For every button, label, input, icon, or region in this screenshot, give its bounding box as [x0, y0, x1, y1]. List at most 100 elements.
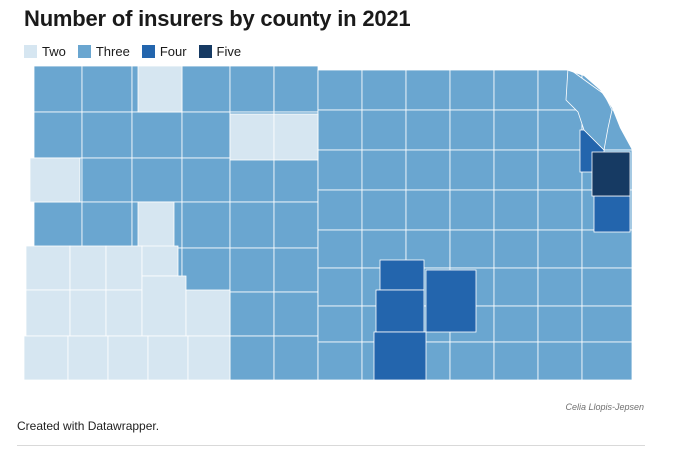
county-two-100	[229, 113, 275, 161]
map-edge-mask	[566, 60, 676, 150]
county-three-45	[317, 149, 363, 191]
legend-label-five: Five	[216, 44, 242, 59]
county-three-70	[449, 189, 495, 231]
county-three-98	[581, 341, 633, 381]
county-three-24	[181, 157, 231, 203]
legend-item-three: Three	[77, 44, 130, 59]
county-three-85	[537, 149, 583, 191]
county-three-86	[537, 189, 583, 231]
county-three-35	[229, 335, 275, 381]
county-three-47	[317, 229, 363, 269]
county-two-103	[137, 201, 175, 249]
legend-item-five: Five	[198, 44, 242, 59]
county-three-23	[181, 111, 231, 159]
legend-label-three: Three	[95, 44, 130, 59]
county-three-39	[273, 201, 319, 249]
county-three-11	[81, 201, 133, 249]
county-three-74	[449, 341, 495, 381]
county-three-52	[361, 109, 407, 151]
county-three-84	[537, 109, 583, 151]
county-three-50	[317, 341, 363, 381]
county-two-101	[273, 113, 319, 161]
county-three-33	[229, 247, 275, 293]
county-three-43	[317, 69, 363, 111]
county-three-62	[405, 189, 451, 231]
county-two-107	[141, 245, 179, 277]
county-two-102	[29, 157, 81, 203]
county-five-124	[591, 151, 631, 197]
legend-swatch-four	[141, 45, 155, 58]
county-three-95	[581, 229, 633, 269]
county-three-29	[229, 65, 275, 113]
county-three-9	[81, 111, 133, 159]
county-three-67	[449, 69, 495, 111]
county-two-113	[23, 335, 69, 381]
county-three-54	[361, 189, 407, 231]
county-three-10	[81, 157, 133, 203]
county-four-122	[425, 269, 477, 333]
county-two-115	[107, 335, 149, 381]
county-three-26	[181, 247, 231, 293]
county-three-49	[317, 305, 363, 343]
county-three-82	[493, 341, 539, 381]
map-credit: Celia Llopis-Jepsen	[565, 402, 644, 412]
legend-item-four: Four	[141, 44, 187, 59]
county-three-77	[493, 149, 539, 191]
county-three-38	[273, 157, 319, 203]
datawrapper-footer: Created with Datawrapper.	[17, 419, 160, 433]
county-three-25	[181, 201, 231, 249]
county-three-97	[581, 305, 633, 343]
county-two-117	[187, 335, 231, 381]
county-three-41	[273, 291, 319, 337]
kansas-county-map	[23, 60, 676, 381]
county-three-68	[449, 109, 495, 151]
county-three-8	[81, 65, 133, 113]
county-three-80	[493, 267, 539, 307]
county-three-71	[449, 229, 495, 269]
county-three-32	[229, 201, 275, 249]
county-three-17	[131, 157, 183, 203]
county-three-69	[449, 149, 495, 191]
county-four-120	[379, 259, 425, 291]
county-two-106	[105, 245, 143, 291]
county-three-76	[493, 109, 539, 151]
chart-title: Number of insurers by county in 2021	[24, 6, 411, 31]
county-two-104	[25, 245, 71, 291]
county-three-61	[405, 149, 451, 191]
legend-swatch-three	[77, 45, 91, 58]
county-four-119	[593, 195, 631, 233]
county-three-89	[537, 305, 583, 343]
county-two-105	[69, 245, 107, 291]
county-three-31	[229, 157, 275, 203]
county-three-88	[537, 267, 583, 307]
county-three-1	[33, 65, 83, 113]
county-three-42	[273, 335, 319, 381]
footer-divider	[17, 445, 645, 446]
legend-item-two: Two	[24, 44, 66, 59]
county-four-123	[373, 331, 427, 381]
county-three-36	[273, 65, 319, 113]
county-three-46	[317, 189, 363, 231]
county-three-48	[317, 267, 363, 307]
legend-label-four: Four	[159, 44, 187, 59]
county-two-108	[25, 289, 71, 337]
county-two-111	[141, 275, 187, 337]
county-three-90	[537, 341, 583, 381]
county-three-79	[493, 229, 539, 269]
county-three-4	[33, 201, 83, 249]
county-three-78	[493, 189, 539, 231]
county-two-109	[69, 289, 107, 337]
county-three-16	[131, 111, 183, 159]
county-three-northeast-corner	[565, 67, 613, 151]
county-three-75	[493, 69, 539, 111]
county-three-81	[493, 305, 539, 343]
county-two-116	[147, 335, 189, 381]
county-three-53	[361, 149, 407, 191]
county-two-112	[185, 289, 231, 337]
county-three-34	[229, 291, 275, 337]
legend-swatch-two	[24, 45, 37, 58]
county-three-60	[405, 109, 451, 151]
legend-label-two: Two	[42, 44, 66, 59]
county-three-59	[405, 69, 451, 111]
county-four-121	[375, 289, 425, 333]
